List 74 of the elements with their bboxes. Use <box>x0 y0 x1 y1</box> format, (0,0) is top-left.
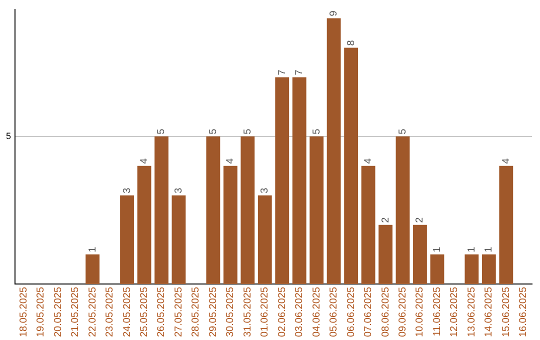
x-tick-label: 07.06.2025 <box>363 286 374 338</box>
data-label: 2 <box>414 216 426 223</box>
x-tick-label: 14.06.2025 <box>484 286 495 338</box>
x-tick-label: 29.05.2025 <box>208 286 219 338</box>
bar <box>206 136 220 284</box>
x-tick-label: 11.06.2025 <box>432 286 443 336</box>
x-tick-label: 01.06.2025 <box>260 286 271 338</box>
x-tick-label: 13.06.2025 <box>466 286 478 338</box>
bar <box>275 77 290 284</box>
data-label: 9 <box>328 10 340 16</box>
data-label: 5 <box>398 128 408 134</box>
bar <box>120 195 134 284</box>
x-tick-label: 10.06.2025 <box>414 286 426 338</box>
bar <box>464 254 479 284</box>
x-tick-label: 19.05.2025 <box>36 286 47 338</box>
data-label: 1 <box>484 246 495 252</box>
data-label: 5 <box>208 128 219 134</box>
x-tick-label: 20.05.2025 <box>52 286 64 338</box>
data-label: 2 <box>380 216 392 223</box>
x-tick-label: 16.06.2025 <box>518 286 530 338</box>
bar <box>482 254 496 284</box>
bar <box>310 136 324 284</box>
bar <box>292 77 306 284</box>
x-tick-label: 09.06.2025 <box>398 286 408 338</box>
data-label: 7 <box>276 69 288 76</box>
data-label: 5 <box>242 128 254 134</box>
data-label: 5 <box>156 128 168 134</box>
bar <box>413 224 427 284</box>
x-tick-label: 05.06.2025 <box>328 286 340 338</box>
x-tick-label: 06.06.2025 <box>346 286 357 338</box>
data-label: 4 <box>363 158 374 164</box>
data-label: 1 <box>466 246 478 252</box>
data-label: 3 <box>173 187 184 194</box>
x-tick-label: 24.05.2025 <box>122 286 133 338</box>
bar <box>154 136 168 284</box>
bar <box>137 166 152 284</box>
data-label: 7 <box>294 69 306 76</box>
data-label: 4 <box>225 158 236 164</box>
x-tick-label: 15.06.2025 <box>500 286 512 338</box>
bar <box>344 48 358 284</box>
data-label: 1 <box>87 246 98 252</box>
data-label: 3 <box>260 187 271 194</box>
x-tick-label: 27.05.2025 <box>173 286 184 338</box>
x-tick-label: 28.05.2025 <box>190 286 202 338</box>
bar <box>223 166 238 284</box>
x-tick-label: 02.06.2025 <box>276 286 288 338</box>
x-tick-label: 23.05.2025 <box>104 286 116 338</box>
x-tick-label: 26.05.2025 <box>156 286 168 338</box>
data-label: 5 <box>311 128 322 134</box>
bar <box>240 136 255 284</box>
x-tick-label: 22.05.2025 <box>87 286 98 338</box>
bar <box>396 136 410 284</box>
x-tick-label: 04.06.2025 <box>311 286 322 338</box>
x-tick-label: 08.06.2025 <box>380 286 392 338</box>
bar <box>172 195 186 284</box>
bar <box>361 166 376 284</box>
bar <box>326 18 341 284</box>
x-tick-label: 12.06.2025 <box>449 286 460 338</box>
x-tick-label: 30.05.2025 <box>225 286 236 338</box>
x-tick-label: 25.05.2025 <box>139 286 150 338</box>
bar <box>86 254 100 284</box>
data-label: 4 <box>500 158 512 164</box>
x-tick-label: 18.05.2025 <box>18 286 30 338</box>
bar <box>258 195 272 284</box>
data-label: 8 <box>346 40 357 46</box>
data-label: 4 <box>139 158 150 164</box>
data-label: 3 <box>122 187 133 194</box>
bar <box>378 224 392 284</box>
x-tick-label: 31.05.2025 <box>242 286 254 338</box>
x-tick-label: 21.05.2025 <box>70 286 82 338</box>
bar <box>499 166 514 284</box>
x-tick-label: 03.06.2025 <box>294 286 306 338</box>
bar <box>430 254 444 284</box>
data-label: 1 <box>432 246 443 252</box>
